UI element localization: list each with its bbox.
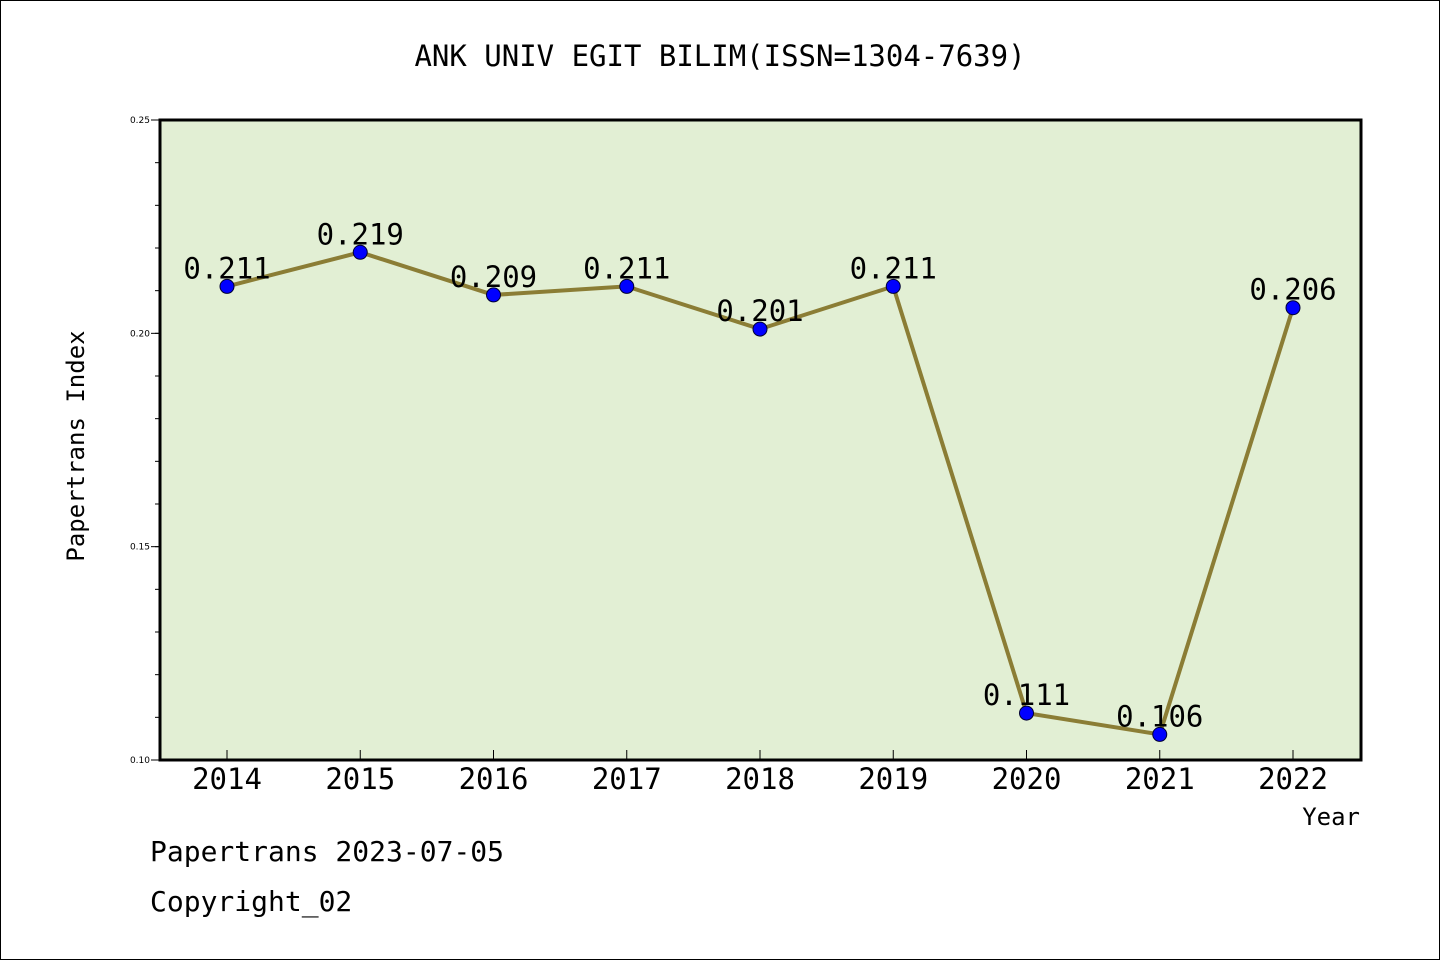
x-tick-label: 2019 [858,762,928,796]
y-tick-label: 0.15 [130,543,150,553]
data-label: 0.211 [850,251,937,285]
footer-date: Papertrans 2023-07-05 [150,835,505,868]
data-point [1152,726,1168,742]
data-point [1019,705,1034,721]
data-point [752,321,768,337]
data-point [619,278,635,294]
data-label: 0.201 [716,294,803,328]
x-tick-label: 2022 [1258,762,1328,796]
y-axis-label: Papertrans Index [62,330,90,561]
data-label: 0.106 [1116,699,1203,733]
x-tick-label: 2017 [592,762,662,796]
y-tick-label: 0.25 [130,116,150,126]
y-axis-ticks: 0.10 0.15 0.20 0.25 [130,116,160,766]
y-tick-label: 0.10 [130,756,150,766]
x-axis-ticks: 2014 2015 2016 2017 2018 2019 2020 2021 2022 [192,750,1328,796]
x-tick-label: 2021 [1125,762,1195,796]
data-label: 0.219 [317,217,404,251]
data-point [352,244,368,260]
chart-title: ANK UNIV EGIT BILIM(ISSN=1304-7639) [414,39,1025,73]
x-axis-label: Year [1302,803,1360,831]
data-label: 0.206 [1249,273,1336,307]
data-point [885,278,901,294]
x-tick-label: 2015 [325,762,395,796]
data-point [1285,300,1301,316]
y-tick-label: 0.20 [130,329,150,339]
x-tick-label: 2018 [725,762,795,796]
x-tick-label: 2020 [992,762,1062,796]
series-markers [219,244,1301,742]
footer-copyright: Copyright_02 [150,885,353,918]
x-tick-label: 2016 [459,762,529,796]
data-label: 0.209 [450,260,537,294]
data-point [219,278,235,294]
data-label: 0.211 [183,251,270,285]
data-label: 0.211 [583,251,670,285]
data-point [486,287,501,303]
x-tick-label: 2014 [192,762,262,796]
plot-area [158,118,1363,762]
data-labels: 0.211 0.219 0.209 0.211 0.201 0.211 0.111 0.106… [183,217,1336,733]
data-label: 0.111 [983,678,1070,712]
